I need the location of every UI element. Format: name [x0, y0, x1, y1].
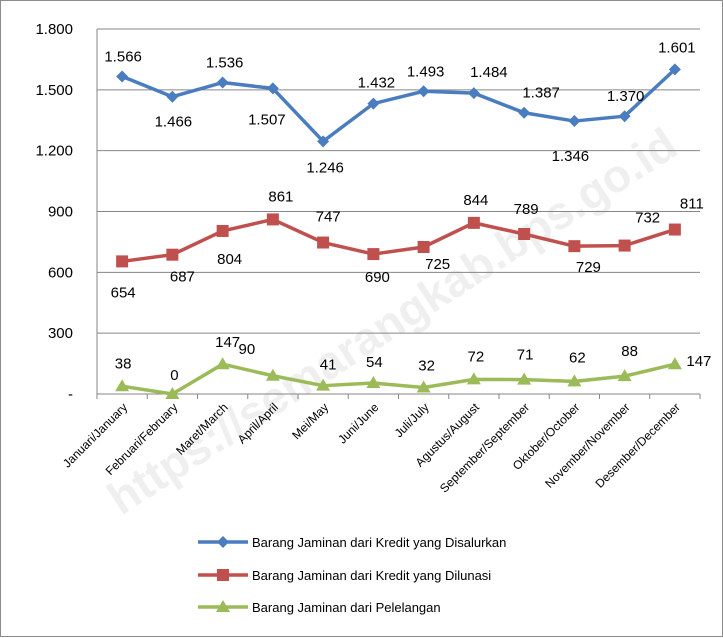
data-label: 1.493	[407, 63, 445, 80]
legend-marker	[216, 600, 230, 612]
data-label: 1.346	[552, 148, 590, 165]
y-tick-label: 1.200	[35, 143, 73, 160]
data-label: 725	[425, 256, 450, 273]
legend-marker	[217, 569, 229, 581]
data-label: 861	[268, 188, 293, 205]
data-label: 62	[569, 349, 586, 366]
data-label: 88	[621, 343, 638, 360]
data-label: 72	[468, 348, 485, 365]
data-point	[467, 216, 480, 229]
data-point	[417, 240, 430, 253]
data-label: 1.387	[522, 85, 560, 102]
data-label: 32	[418, 358, 435, 375]
y-tick-label: -	[68, 386, 73, 403]
data-label: 1.536	[206, 55, 244, 72]
data-label: 654	[111, 284, 136, 301]
data-label: 147	[215, 334, 240, 351]
x-tick-label: Desember/December	[592, 400, 683, 491]
series-line-1	[121, 68, 677, 144]
legend-marker	[217, 536, 229, 548]
data-point	[667, 357, 682, 370]
data-point	[618, 239, 631, 252]
data-label: 789	[514, 201, 539, 218]
data-point	[417, 85, 430, 98]
data-point	[266, 213, 279, 226]
data-label: 1.370	[607, 88, 645, 105]
data-label: 811	[680, 196, 704, 213]
data-point	[668, 63, 681, 76]
data-label: 804	[217, 251, 242, 268]
data-point	[517, 372, 532, 385]
data-label: 41	[320, 357, 337, 374]
x-tick-label: September/September	[437, 400, 532, 495]
data-point	[466, 372, 481, 385]
watermark-text: https://semarangkab.bps.go.id	[98, 117, 686, 524]
data-point	[668, 223, 681, 236]
data-point	[165, 387, 180, 399]
data-label: 732	[635, 210, 660, 227]
data-label: 690	[365, 269, 390, 286]
legend-label: Barang Jaminan dari Pelelangan	[252, 600, 441, 615]
data-label: 729	[576, 259, 601, 276]
data-point	[115, 379, 130, 392]
data-point	[416, 380, 431, 393]
data-label: 54	[366, 354, 383, 371]
data-point	[367, 248, 380, 261]
data-label: 1.432	[358, 75, 396, 92]
series-line-2	[121, 217, 676, 264]
data-point	[265, 368, 280, 381]
data-point	[518, 106, 531, 119]
data-point	[568, 240, 581, 253]
data-label: 1.466	[155, 114, 193, 131]
data-label: 1.484	[470, 64, 508, 81]
data-point	[266, 82, 279, 95]
data-label: 71	[517, 347, 534, 364]
legend-label: Barang Jaminan dari Kredit yang Disalurk…	[252, 535, 506, 550]
data-point	[317, 236, 330, 249]
data-label: 90	[239, 341, 256, 358]
data-label: 844	[463, 192, 488, 209]
data-point	[116, 255, 129, 268]
data-point	[216, 76, 229, 89]
data-label: 147	[686, 353, 711, 370]
data-point	[317, 135, 330, 148]
x-tick-label: Juli/July	[392, 400, 432, 440]
series-line-3	[121, 362, 676, 396]
y-tick-label: 900	[48, 204, 73, 221]
legend-label: Barang Jaminan dari Kredit yang Dilunasi	[252, 568, 491, 583]
data-point	[618, 110, 631, 123]
data-point	[568, 115, 581, 128]
data-label: 687	[170, 269, 195, 286]
data-point	[116, 70, 129, 83]
y-tick-label: 1.500	[35, 82, 73, 99]
data-point	[166, 248, 179, 261]
x-tick-label: November/November	[542, 400, 633, 491]
x-tick-label: Juni/June	[335, 400, 381, 446]
data-label: 38	[115, 355, 132, 372]
data-point	[166, 90, 179, 103]
data-label: 1.601	[658, 39, 696, 56]
data-label: 747	[316, 209, 341, 226]
data-point	[617, 369, 632, 382]
y-tick-label: 300	[48, 325, 73, 342]
y-tick-label: 1.800	[35, 21, 73, 38]
y-tick-label: 600	[48, 264, 73, 281]
data-point	[518, 228, 531, 241]
data-point	[366, 376, 381, 389]
data-label: 1.246	[306, 159, 344, 176]
data-point	[567, 374, 582, 387]
data-point	[367, 97, 380, 110]
data-label: 0	[170, 367, 178, 384]
data-label: 1.507	[248, 111, 286, 128]
data-point	[215, 357, 230, 370]
data-point	[467, 87, 480, 100]
data-label: 1.566	[104, 48, 142, 65]
data-point	[316, 378, 331, 391]
data-point	[216, 224, 229, 237]
